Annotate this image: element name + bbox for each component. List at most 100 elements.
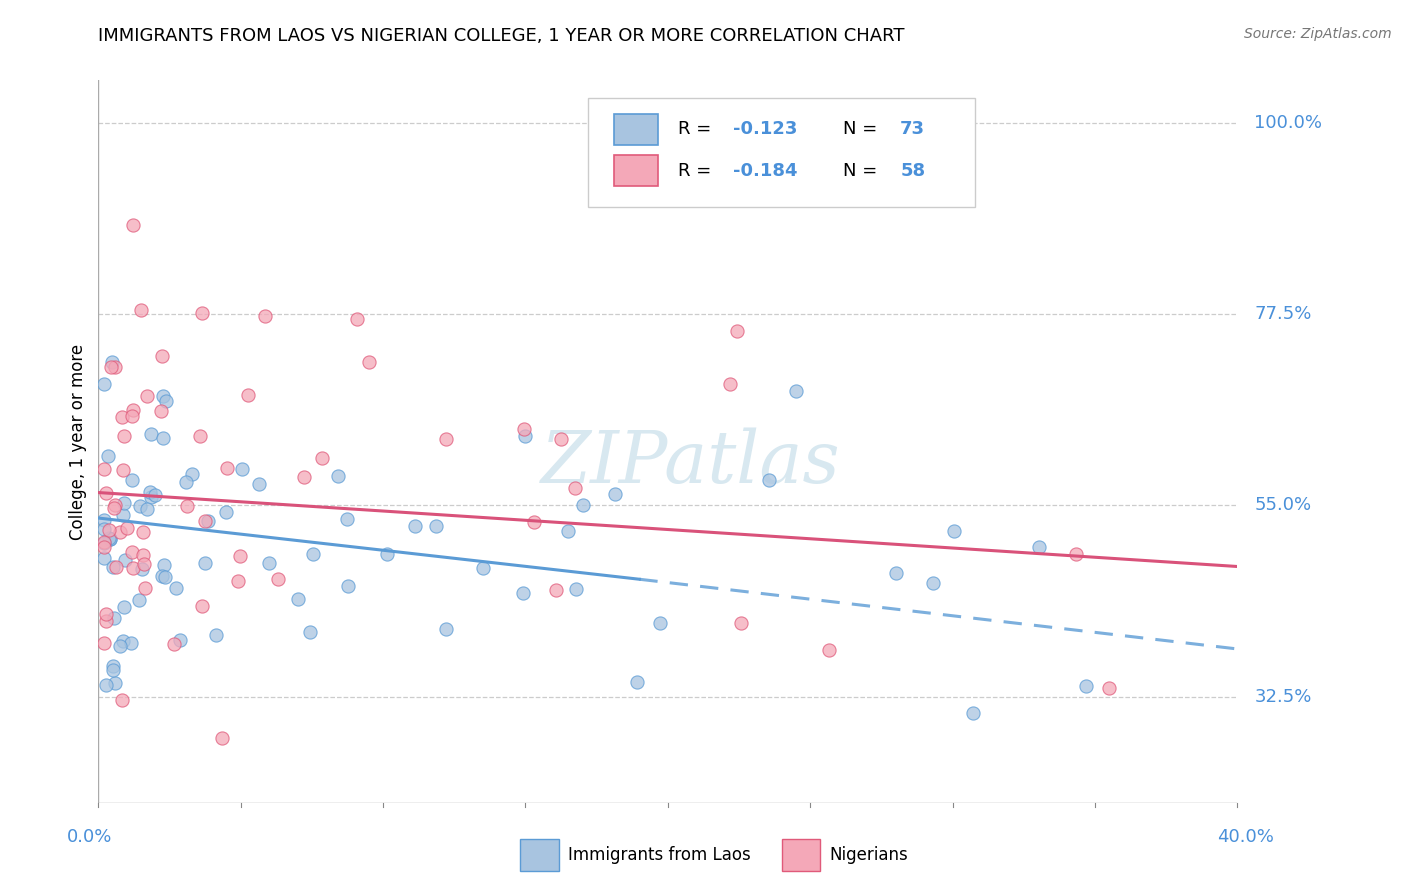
Point [100,355,122,369]
Point [112,600,135,615]
Text: R =: R = [678,120,717,138]
Point [93,535,115,549]
Point [818,643,841,657]
Point [267,572,290,586]
Point [1074,679,1097,693]
Point [101,663,124,677]
Point [169,633,191,648]
Point [112,428,135,442]
Point [93,377,115,392]
Point [93,540,115,554]
Point [181,467,204,481]
Point [214,505,236,519]
Point [153,558,176,573]
FancyBboxPatch shape [614,114,658,145]
Point [93,551,115,566]
Y-axis label: College, 1 year or more: College, 1 year or more [69,343,87,540]
Point [98,523,121,537]
Text: -0.184: -0.184 [733,161,797,179]
Point [128,499,150,513]
Point [97,450,120,464]
Point [253,309,276,323]
Point [136,389,159,403]
Point [104,675,127,690]
Text: IMMIGRANTS FROM LAOS VS NIGERIAN COLLEGE, 1 YEAR OR MORE CORRELATION CHART: IMMIGRANTS FROM LAOS VS NIGERIAN COLLEGE… [98,27,905,45]
Point [513,422,536,436]
Text: 100.0%: 100.0% [1254,114,1323,132]
FancyBboxPatch shape [782,838,821,871]
Point [129,302,152,317]
Point [725,324,748,338]
Point [1028,540,1050,554]
Text: 73: 73 [900,120,925,138]
Point [150,404,173,418]
Point [93,636,115,650]
Point [546,583,568,598]
Point [336,512,359,526]
Point [758,473,780,487]
Point [120,636,142,650]
Point [194,514,217,528]
Point [111,634,134,648]
Point [153,570,176,584]
Point [357,355,380,369]
Point [122,403,145,417]
Point [128,592,150,607]
Point [131,562,153,576]
Point [336,579,359,593]
Text: N =: N = [844,120,883,138]
Point [375,547,398,561]
Point [121,409,143,423]
Point [190,599,212,613]
Point [100,533,122,547]
Point [346,312,368,326]
Text: 40.0%: 40.0% [1218,829,1274,847]
Point [231,462,253,476]
Point [165,581,187,595]
Point [565,582,588,596]
Point [93,522,115,536]
Point [108,524,131,539]
Point [328,468,350,483]
Text: N =: N = [844,161,883,179]
Point [404,519,426,533]
Point [572,498,595,512]
Text: 77.5%: 77.5% [1254,305,1312,323]
Point [132,548,155,562]
Point [190,429,212,443]
Point [943,524,966,538]
Point [115,520,138,534]
Point [105,560,128,574]
Point [103,610,125,624]
Point [134,581,156,595]
Point [94,607,117,622]
Point [211,731,233,746]
Point [1064,547,1087,561]
Text: 32.5%: 32.5% [1254,688,1312,706]
Point [226,574,249,589]
Text: R =: R = [678,161,717,179]
Point [155,394,177,409]
Point [523,515,546,529]
Point [603,487,626,501]
Text: ZIPatlas: ZIPatlas [541,428,841,499]
Point [513,429,536,443]
Point [93,536,115,550]
Point [311,451,333,466]
Point [434,623,457,637]
Point [111,409,134,424]
Point [152,431,174,445]
Point [94,678,117,692]
Point [152,389,174,403]
Point [108,639,131,653]
Point [292,470,315,484]
Text: 58: 58 [900,161,925,179]
Point [98,532,121,546]
Point [247,477,270,491]
Point [174,475,197,489]
Text: -0.123: -0.123 [733,120,797,138]
Point [111,463,134,477]
Point [718,377,741,392]
Point [112,496,135,510]
Text: 0.0%: 0.0% [67,829,112,847]
